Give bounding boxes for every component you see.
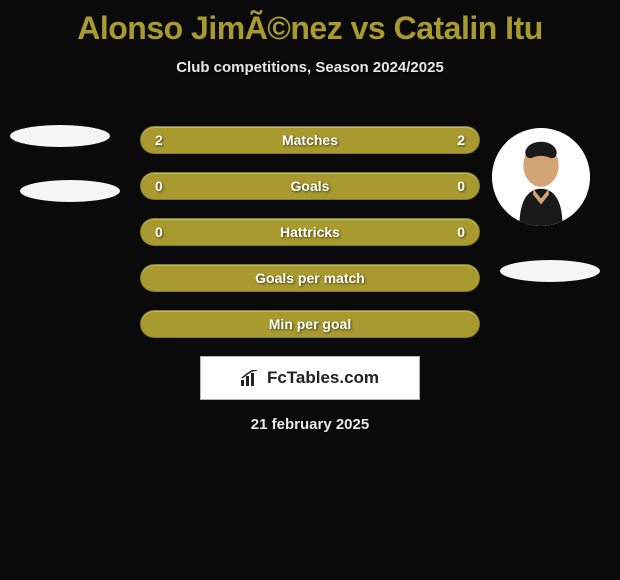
stat-label: Hattricks: [280, 224, 340, 240]
player-right-avatar: [492, 128, 590, 226]
stat-row-matches: 2 Matches 2: [140, 126, 480, 154]
stat-left-value: 0: [155, 178, 163, 194]
comparison-date: 21 february 2025: [0, 416, 620, 433]
stat-label: Goals per match: [255, 270, 365, 286]
comparison-title: Alonso JimÃ©nez vs Catalin Itu: [0, 0, 620, 47]
stat-row-goals: 0 Goals 0: [140, 172, 480, 200]
stat-row-hattricks: 0 Hattricks 0: [140, 218, 480, 246]
footer-brand-text: FcTables.com: [267, 368, 379, 388]
stat-right-value: 2: [457, 132, 465, 148]
stat-left-value: 0: [155, 224, 163, 240]
stat-right-value: 0: [457, 224, 465, 240]
stat-row-min-per-goal: Min per goal: [140, 310, 480, 338]
stat-right-value: 0: [457, 178, 465, 194]
stat-label: Goals: [291, 178, 330, 194]
player-right-ellipse: [500, 260, 600, 282]
stat-left-value: 2: [155, 132, 163, 148]
vs-text: vs: [351, 10, 394, 46]
stat-row-goals-per-match: Goals per match: [140, 264, 480, 292]
comparison-subtitle: Club competitions, Season 2024/2025: [0, 59, 620, 76]
player-left-name: Alonso JimÃ©nez: [77, 10, 342, 46]
footer-brand-box: FcTables.com: [200, 356, 420, 400]
player-left-avatar-placeholder: [10, 125, 110, 147]
stat-label: Min per goal: [269, 316, 351, 332]
player-left-ellipse: [20, 180, 120, 202]
chart-icon: [241, 370, 261, 386]
stats-container: 2 Matches 2 0 Goals 0 0 Hattricks 0 Goal…: [140, 126, 480, 338]
stat-label: Matches: [282, 132, 338, 148]
player-right-name: Catalin Itu: [394, 10, 543, 46]
